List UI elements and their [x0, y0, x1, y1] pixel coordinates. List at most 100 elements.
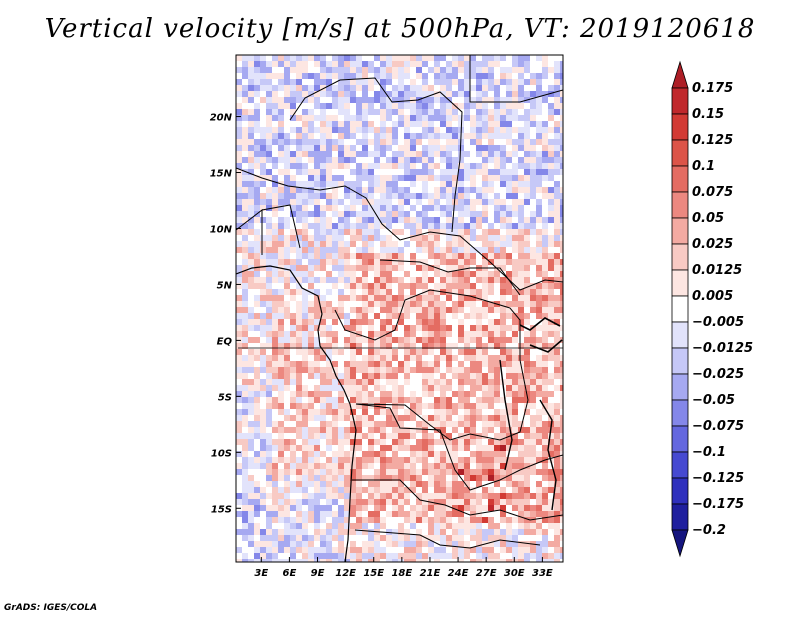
field-cell [542, 337, 549, 344]
field-cell [302, 211, 309, 218]
field-cell [284, 373, 291, 380]
field-cell [560, 499, 563, 506]
field-cell [254, 181, 261, 188]
field-cell [326, 325, 333, 332]
field-cell [398, 361, 405, 368]
field-cell [560, 355, 563, 362]
field-cell [398, 319, 405, 326]
field-cell [254, 517, 261, 524]
field-cell [548, 169, 555, 176]
field-cell [464, 499, 471, 506]
field-cell [284, 325, 291, 332]
field-cell [536, 373, 543, 380]
field-cell [464, 247, 471, 254]
field-cell [542, 91, 549, 98]
field-cell [254, 511, 261, 518]
field-cell [416, 55, 423, 62]
field-cell [248, 475, 255, 482]
field-cell [536, 229, 543, 236]
field-cell [518, 307, 525, 314]
field-cell [422, 139, 429, 146]
field-cell [398, 487, 405, 494]
field-cell [536, 325, 543, 332]
field-cell [482, 427, 489, 434]
field-cell [260, 103, 267, 110]
field-cell [236, 259, 243, 266]
field-cell [536, 253, 543, 260]
field-cell [548, 73, 555, 80]
field-cell [338, 343, 345, 350]
field-cell [320, 463, 327, 470]
field-cell [302, 325, 309, 332]
field-cell [536, 331, 543, 338]
field-cell [356, 463, 363, 470]
field-cell [254, 373, 261, 380]
field-cell [374, 265, 381, 272]
field-cell [314, 463, 321, 470]
field-cell [380, 289, 387, 296]
field-cell [362, 373, 369, 380]
field-cell [272, 145, 279, 152]
field-cell [380, 145, 387, 152]
field-cell [536, 277, 543, 284]
field-cell [266, 499, 273, 506]
field-cell [524, 79, 531, 86]
field-cell [308, 469, 315, 476]
field-cell [302, 343, 309, 350]
field-cell [254, 217, 261, 224]
field-cell [350, 307, 357, 314]
field-cell [314, 403, 321, 410]
field-cell [548, 331, 555, 338]
field-cell [554, 247, 561, 254]
field-cell [344, 139, 351, 146]
field-cell [440, 127, 447, 134]
field-cell [422, 79, 429, 86]
field-cell [536, 169, 543, 176]
field-cell [416, 307, 423, 314]
field-cell [320, 157, 327, 164]
field-cell [530, 427, 537, 434]
field-cell [524, 379, 531, 386]
field-cell [338, 379, 345, 386]
field-cell [308, 505, 315, 512]
field-cell [356, 139, 363, 146]
field-cell [254, 109, 261, 116]
field-cell [530, 169, 537, 176]
field-cell [446, 499, 453, 506]
field-cell [434, 499, 441, 506]
field-cell [296, 295, 303, 302]
field-cell [242, 385, 249, 392]
field-cell [320, 541, 327, 548]
field-cell [410, 349, 417, 356]
field-cell [506, 313, 513, 320]
field-cell [296, 457, 303, 464]
field-cell [458, 517, 465, 524]
field-cell [386, 289, 393, 296]
field-cell [506, 247, 513, 254]
field-cell [440, 547, 447, 554]
field-cell [410, 493, 417, 500]
field-cell [368, 505, 375, 512]
field-cell [446, 91, 453, 98]
field-cell [506, 379, 513, 386]
field-cell [470, 493, 477, 500]
field-cell [278, 169, 285, 176]
field-cell [416, 247, 423, 254]
field-cell [392, 139, 399, 146]
field-cell [524, 265, 531, 272]
field-cell [506, 499, 513, 506]
field-cell [374, 295, 381, 302]
field-cell [452, 55, 459, 62]
field-cell [446, 301, 453, 308]
field-cell [392, 475, 399, 482]
field-cell [434, 271, 441, 278]
field-cell [440, 523, 447, 530]
field-cell [488, 55, 495, 62]
field-cell [254, 73, 261, 80]
field-cell [488, 367, 495, 374]
field-cell [404, 169, 411, 176]
field-cell [458, 493, 465, 500]
field-cell [350, 553, 357, 560]
field-cell [380, 301, 387, 308]
field-cell [374, 121, 381, 128]
